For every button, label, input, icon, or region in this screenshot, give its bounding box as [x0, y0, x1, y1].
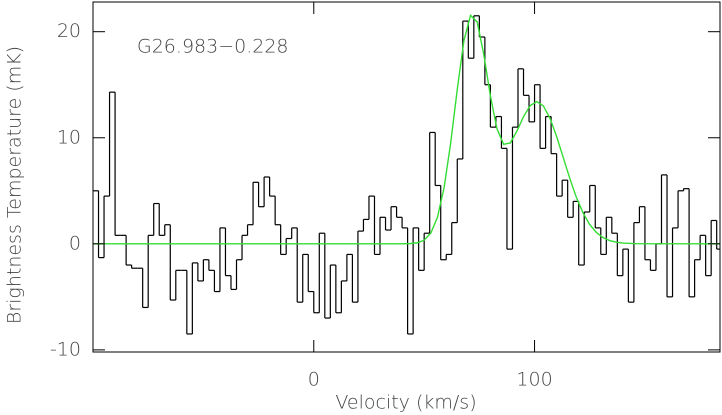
y-tick-label: -10: [50, 338, 81, 360]
axes-frame: [92, 1, 721, 353]
x-tick-label: 100: [516, 369, 552, 391]
annotation: G26.983−0.228: [137, 36, 289, 58]
y-tick-label: 0: [69, 232, 81, 254]
x-tick-label: 0: [308, 369, 320, 391]
y-axis-label: Brightness Temperature (mK): [4, 46, 26, 324]
x-axis-label: Velocity (km/s): [335, 392, 476, 414]
fit-line: [93, 14, 720, 245]
step-risers: [97, 15, 718, 334]
y-tick-label: 10: [57, 126, 81, 148]
y-tick-label: 20: [57, 20, 81, 42]
plot-area: [93, 14, 720, 335]
